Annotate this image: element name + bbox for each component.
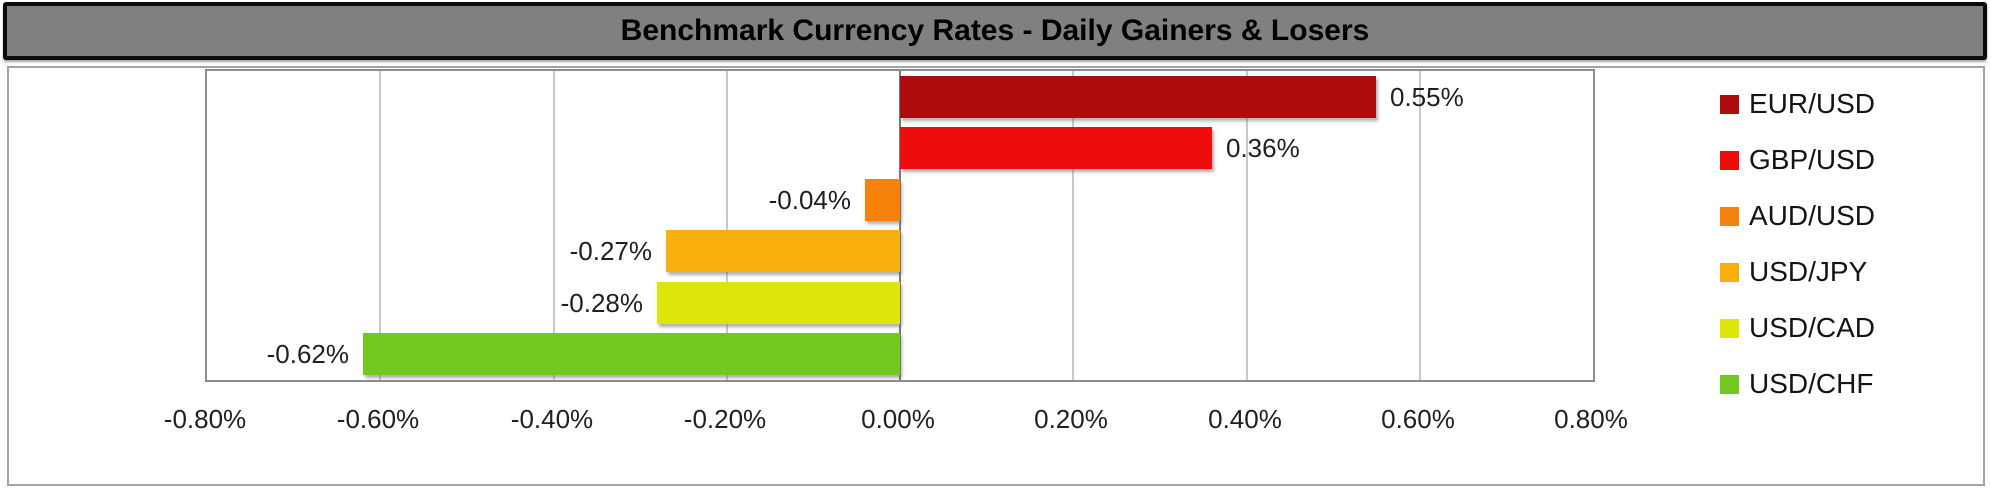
- legend-swatch-usd-chf: [1720, 374, 1739, 394]
- zero-axis-line: [899, 71, 901, 380]
- bar-value-label-usd-cad: -0.28%: [560, 288, 643, 318]
- gridline--0.2: [725, 71, 728, 380]
- bar-eur-usd: [900, 76, 1376, 118]
- legend-label-usd-cad: USD/CAD: [1749, 312, 1876, 343]
- bar-usd-jpy: [666, 230, 900, 272]
- bar-aud-usd: [865, 179, 900, 221]
- chart-title-bar: Benchmark Currency Rates - Daily Gainers…: [3, 2, 1987, 60]
- x-tick-label--0.2: -0.20%: [683, 404, 767, 434]
- chart-title: Benchmark Currency Rates - Daily Gainers…: [620, 14, 1370, 47]
- legend-swatch-aud-usd: [1720, 206, 1739, 226]
- bar-value-label-gbp-usd: 0.36%: [1226, 133, 1300, 163]
- bar-value-label-aud-usd: -0.04%: [768, 185, 851, 215]
- legend-label-gbp-usd: GBP/USD: [1749, 144, 1876, 175]
- gridline--0.4: [552, 71, 555, 380]
- legend-label-usd-chf: USD/CHF: [1749, 368, 1874, 399]
- x-tick-label--0.4: -0.40%: [510, 404, 594, 434]
- bar-value-label-eur-usd: 0.55%: [1390, 82, 1464, 112]
- gridline-0.4: [1245, 71, 1248, 380]
- x-tick-label-0: 0.00%: [861, 404, 935, 434]
- gridline-0.6: [1418, 71, 1421, 380]
- legend-label-eur-usd: EUR/USD: [1749, 88, 1876, 119]
- legend-item-usd-chf: USD/CHF: [1720, 368, 1873, 400]
- x-axis: -0.80% -0.60% -0.40% -0.20% 0.00% 0.20% 0.40% 0…: [164, 404, 1628, 440]
- x-tick-label-0.8: 0.80%: [1554, 404, 1628, 434]
- legend-item-gbp-usd: GBP/USD: [1720, 144, 1875, 176]
- legend-swatch-usd-jpy: [1720, 262, 1739, 282]
- bar-usd-cad: [657, 282, 900, 324]
- legend-swatch-gbp-usd: [1720, 150, 1739, 170]
- x-tick-label-0.2: 0.20%: [1034, 404, 1108, 434]
- legend-swatch-eur-usd: [1720, 94, 1739, 114]
- legend-item-eur-usd: EUR/USD: [1720, 88, 1875, 120]
- x-tick-label--0.6: -0.60%: [336, 404, 420, 434]
- gridline-0.2: [1072, 71, 1075, 380]
- x-tick-label-0.4: 0.40%: [1208, 404, 1282, 434]
- plot-area: 0.55% 0.36% -0.04% -0.27% -0.28% -0.62%: [205, 69, 1595, 382]
- x-tick-label--0.8: -0.80%: [163, 404, 247, 434]
- bar-usd-chf: [363, 333, 900, 375]
- bar-value-label-usd-chf: -0.62%: [266, 339, 349, 369]
- legend-label-aud-usd: AUD/USD: [1749, 200, 1876, 231]
- legend-item-aud-usd: AUD/USD: [1720, 200, 1875, 232]
- legend-item-usd-jpy: USD/JPY: [1720, 256, 1867, 288]
- gridline--0.6: [379, 71, 382, 380]
- legend-label-usd-jpy: USD/JPY: [1749, 256, 1868, 287]
- x-tick-label-0.6: 0.60%: [1381, 404, 1455, 434]
- bar-value-label-usd-jpy: -0.27%: [569, 236, 652, 266]
- bar-gbp-usd: [900, 127, 1212, 169]
- legend: EUR/USD GBP/USD AUD/USD USD/JPY USD/CAD USD/C…: [1714, 66, 1984, 486]
- legend-item-usd-cad: USD/CAD: [1720, 312, 1875, 344]
- legend-swatch-usd-cad: [1720, 318, 1739, 338]
